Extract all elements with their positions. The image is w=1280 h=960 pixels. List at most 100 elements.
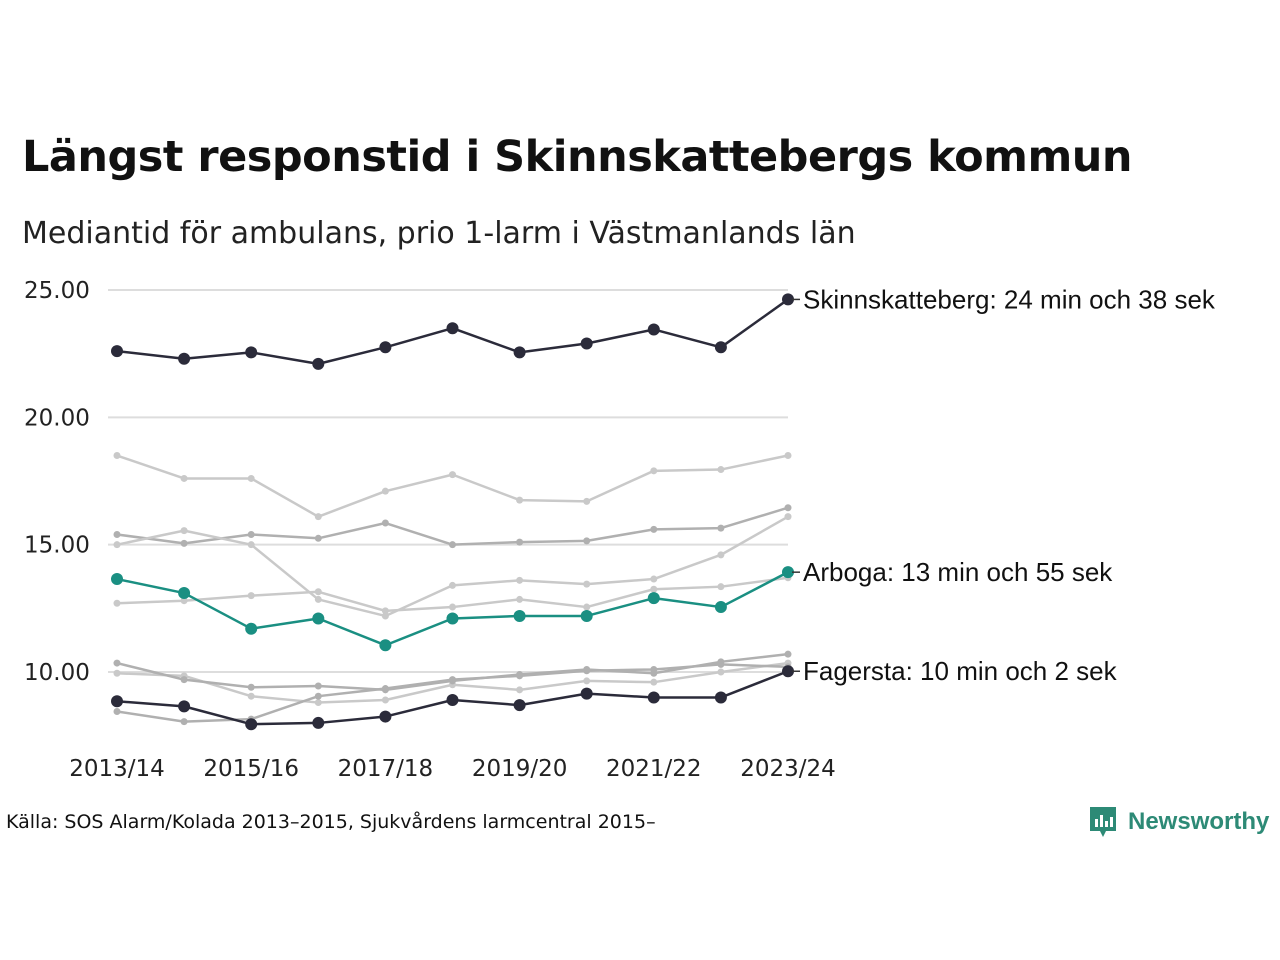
x-tick-label: 2015/16 [203,756,299,782]
chart-subtitle: Mediantid för ambulans, prio 1-larm i Vä… [22,216,856,251]
data-point [516,672,524,680]
y-tick-label: 20.00 [24,405,90,431]
data-point [717,583,725,591]
data-point [379,341,392,354]
data-point [784,504,792,512]
data-point [314,534,322,542]
x-tick-label: 2021/22 [606,756,702,782]
data-point [314,692,322,700]
data-point [647,691,660,704]
data-point [717,668,725,676]
data-point [650,678,658,686]
data-point [113,707,121,715]
data-point [113,452,121,460]
data-point [650,525,658,533]
data-point [178,700,191,713]
data-point [513,346,526,359]
data-point [784,452,792,460]
series-end-label: Arboga: 13 min och 55 sek [803,557,1113,587]
data-point [245,346,258,359]
series-line [116,506,789,546]
data-point [583,537,591,545]
brand-name: Newsworthy [1128,808,1270,835]
data-point [449,603,456,611]
data-point [580,687,593,700]
data-point [247,683,255,691]
data-point [178,587,191,600]
data-point [782,293,794,306]
data-point [513,699,526,712]
data-point [381,696,389,704]
data-point [113,659,121,667]
data-point [180,527,188,535]
data-point [180,474,188,482]
data-point [449,676,456,684]
data-point [247,692,255,700]
data-point [312,357,325,370]
data-point [580,337,593,350]
series-line [116,515,789,618]
data-point [516,496,524,504]
data-point [312,612,325,625]
data-point [782,665,794,678]
data-point [717,551,725,559]
data-point [516,576,524,584]
data-point [714,691,727,704]
source-note: Källa: SOS Alarm/Kolada 2013–2015, Sjukv… [6,811,656,833]
data-point [180,676,188,684]
data-point [381,612,389,620]
data-point [449,471,456,479]
data-point [247,530,255,538]
data-point [717,524,725,532]
data-point [111,573,123,586]
data-point [379,639,392,652]
data-point [113,530,121,538]
data-point [180,597,188,605]
data-point [714,341,727,354]
series-line [116,454,789,518]
data-point [784,650,792,658]
data-point [314,513,322,521]
data-point [180,539,188,547]
data-point [314,588,322,596]
data-point [247,541,255,549]
data-point [513,609,526,622]
newsworthy-logo-icon [1090,807,1116,837]
data-point [647,592,660,605]
data-point [516,686,524,694]
data-point [580,609,593,622]
data-point [583,667,591,675]
x-tick-label: 2019/20 [472,756,568,782]
data-point [381,607,389,615]
data-point [312,716,325,729]
data-point [381,487,389,495]
data-point [583,677,591,685]
data-point [449,541,456,549]
data-point [314,682,322,690]
data-point [583,603,591,611]
y-tick-label: 10.00 [24,660,90,686]
brand-logo: Newsworthy [1088,805,1269,839]
data-point [446,612,459,625]
data-point [449,581,456,589]
data-point [178,352,191,365]
data-point [784,513,792,521]
x-tick-label: 2023/24 [740,756,836,782]
data-point [650,585,658,593]
data-point [717,466,725,474]
data-point [113,669,121,677]
data-point [245,718,258,731]
data-point [516,538,524,546]
data-point [245,622,258,635]
data-point [314,699,322,707]
data-point [314,595,322,603]
x-tick-label: 2017/18 [338,756,434,782]
data-point [247,592,255,600]
series-end-label: Fagersta: 10 min och 2 sek [803,656,1118,686]
data-point [583,580,591,588]
data-point [111,345,123,358]
data-point [650,665,658,673]
x-tick-label: 2013/14 [69,756,165,782]
data-point [446,694,459,707]
